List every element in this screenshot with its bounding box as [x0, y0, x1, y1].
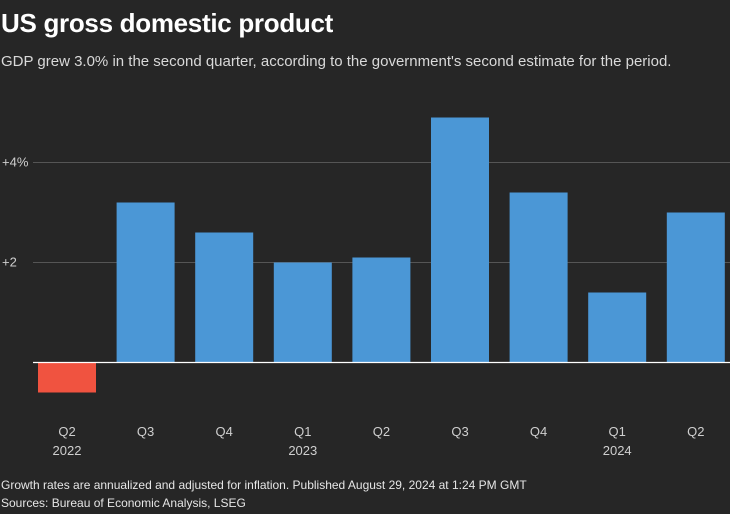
y-tick-label: +2 [2, 255, 17, 270]
bar-q3-5 [431, 117, 489, 363]
x-tick-label: Q3 [137, 424, 154, 439]
source-line: Sources: Bureau of Economic Analysis, LS… [1, 496, 246, 510]
x-year-label: 2022 [53, 443, 82, 458]
x-tick-label: Q2 [687, 424, 704, 439]
x-tick-label: Q2 [373, 424, 390, 439]
y-tick-label: +4% [2, 155, 29, 170]
x-tick-label: Q3 [451, 424, 468, 439]
x-tick-label: Q1 [609, 424, 626, 439]
x-tick-label: Q4 [530, 424, 547, 439]
x-year-label: 2024 [603, 443, 632, 458]
chart-subtitle: GDP grew 3.0% in the second quarter, acc… [1, 53, 672, 70]
x-tick-label: Q1 [294, 424, 311, 439]
bar-q2-8 [666, 212, 725, 363]
x-tick-label: Q2 [58, 424, 75, 439]
footnote: Growth rates are annualized and adjusted… [1, 478, 527, 492]
gdp-bar-chart: +2 +4% Q2 2022 Q3 Q4 Q1 2023 Q2 Q3 Q4 Q1 2024 Q2 [2, 117, 730, 458]
bar-q4-6 [509, 192, 568, 363]
x-tick-label: Q4 [216, 424, 233, 439]
chart-title: US gross domestic product [1, 8, 333, 38]
bar-q1-2023-3 [273, 262, 332, 363]
bar-q4-2 [195, 232, 254, 363]
x-year-label: 2023 [288, 443, 317, 458]
bar-q3-1 [116, 202, 175, 363]
bar-q1-2024-7 [588, 292, 647, 363]
bar-q2-2022-0 [38, 362, 96, 393]
bar-q2-4 [352, 257, 411, 363]
